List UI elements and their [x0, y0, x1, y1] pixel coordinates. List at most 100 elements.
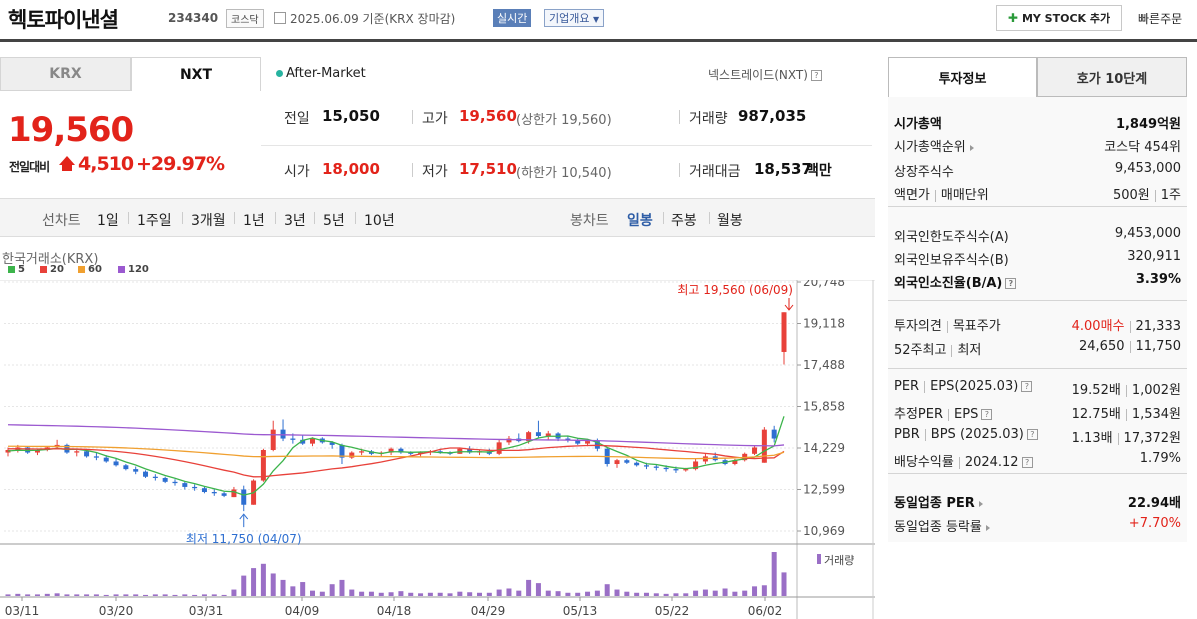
my-stock-add-button[interactable]: ✚ MY STOCK 추가	[996, 5, 1122, 31]
value-text: 9,453,000	[1114, 161, 1181, 176]
volume-bar	[702, 589, 708, 596]
volume-bar	[152, 594, 158, 596]
divider	[1129, 320, 1131, 333]
invest-row-label[interactable]: PER EPS(2025.03)?	[894, 379, 1033, 394]
price-chart[interactable]: 20,748 19,118 17,488 15,858 14,229 12,599 10,9…	[0, 280, 875, 619]
chevron-down-icon: ▼	[592, 15, 600, 24]
value-text: 9,453,000	[1114, 226, 1181, 241]
volume-bar	[516, 590, 522, 596]
chevron-right-icon[interactable]	[969, 144, 974, 151]
realtime-button[interactable]: 실시간	[493, 9, 532, 27]
prev-label: 전일	[284, 111, 310, 127]
help-icon[interactable]: ?	[1021, 381, 1033, 392]
volume-bar	[771, 552, 777, 596]
value-text: 19.52배	[1071, 383, 1121, 398]
candle-body	[643, 465, 649, 467]
x-tick-label: 03/31	[189, 604, 224, 618]
value-text-2: 11,750	[1135, 339, 1182, 354]
amount-label: 거래대금	[689, 164, 741, 180]
label-text: 동일업종 등락률	[894, 520, 982, 535]
divider	[679, 110, 680, 124]
candle-period-0[interactable]: 일봉	[627, 213, 653, 229]
period-4[interactable]: 3년	[284, 213, 306, 229]
label-text: 추정PER	[894, 407, 944, 422]
period-1[interactable]: 1주일	[137, 213, 172, 229]
volume-bar	[270, 573, 276, 596]
period-0[interactable]: 1일	[97, 213, 119, 229]
divider	[924, 428, 926, 441]
quick-order-link[interactable]: 빠른주문	[1138, 12, 1183, 26]
chevron-right-icon[interactable]	[978, 500, 983, 507]
candle-body	[192, 486, 198, 489]
volume-bar	[231, 589, 237, 596]
divider	[1154, 189, 1156, 202]
label-text: 배당수익률	[894, 455, 954, 470]
volume-bar	[378, 592, 384, 596]
period-2[interactable]: 3개월	[191, 213, 226, 229]
candle-body	[614, 460, 620, 465]
volume-bar	[732, 591, 738, 596]
invest-row-label[interactable]: 시가총액순위	[894, 136, 974, 155]
legend-swatch	[8, 265, 15, 273]
label-text: 액면가	[894, 188, 930, 203]
candle-body	[673, 469, 679, 471]
market-badge: 코스닥	[226, 9, 264, 28]
invest-row-label[interactable]: 배당수익률 2024.12?	[894, 451, 1033, 470]
x-tick-label: 03/20	[99, 604, 134, 618]
period-6[interactable]: 10년	[364, 213, 395, 229]
corp-info-dropdown[interactable]: 기업개요 ▼	[544, 9, 605, 27]
y-tick-label: 17,488	[803, 358, 845, 372]
label-text: 52주최고	[894, 343, 947, 358]
x-tick-label: 04/09	[285, 604, 320, 618]
divider	[1125, 384, 1127, 397]
candle-period-1[interactable]: 주봉	[671, 213, 697, 229]
label-text-2: BPS (2025.03)	[930, 427, 1024, 442]
help-icon[interactable]: ?	[981, 409, 993, 420]
invest-row-label[interactable]: 동일업종 PER	[894, 492, 983, 511]
nxt-link[interactable]: 넥스트레이드(NXT)?	[708, 66, 822, 83]
tab-nxt[interactable]: NXT	[131, 57, 261, 91]
candle-body	[241, 489, 247, 505]
candle-body	[398, 448, 404, 453]
invest-row-value: 코스닥 454위	[1104, 136, 1181, 155]
invest-row-label[interactable]: PBR BPS (2025.03)?	[894, 427, 1038, 442]
invest-row-label[interactable]: 추정PER EPS?	[894, 403, 993, 422]
label-text-2: 2024.12	[964, 455, 1019, 470]
volume-bar	[467, 592, 473, 596]
help-icon[interactable]: ?	[1026, 429, 1038, 440]
period-3[interactable]: 1년	[243, 213, 265, 229]
x-tick-label: 05/22	[655, 604, 690, 618]
after-market-dot-icon	[276, 70, 283, 77]
invest-row-value: 3.39%	[1136, 272, 1181, 287]
volume-bar	[506, 588, 512, 596]
header-divider	[0, 39, 1197, 42]
invest-row-label: 투자의견 목표주가	[894, 315, 1001, 334]
volume-bar	[15, 593, 21, 596]
candle-body	[123, 465, 129, 470]
volume-bar	[486, 592, 492, 596]
tab-krx[interactable]: KRX	[0, 57, 131, 91]
stock-name: 헥토파이낸셜	[8, 8, 119, 32]
divider	[1129, 340, 1131, 353]
period-5[interactable]: 5년	[323, 213, 345, 229]
help-icon[interactable]: ?	[1021, 457, 1033, 468]
tab-invest-info[interactable]: 투자정보	[888, 57, 1037, 97]
volume-bar	[211, 594, 217, 596]
help-icon[interactable]: ?	[810, 70, 822, 81]
volume-bar	[339, 579, 345, 596]
high-value: 19,560	[459, 107, 517, 125]
divider	[412, 110, 413, 124]
help-icon[interactable]: ?	[1005, 278, 1017, 289]
volume-bar	[54, 593, 60, 596]
invest-row-label[interactable]: 동일업종 등락률	[894, 516, 990, 535]
volume-bar	[368, 591, 374, 596]
volume-bar	[192, 594, 198, 596]
tab-order-book[interactable]: 호가 10단계	[1037, 57, 1187, 97]
chevron-right-icon[interactable]	[985, 524, 990, 531]
panel-divider	[888, 368, 1187, 369]
volume-bar	[575, 592, 581, 596]
candle-period-2[interactable]: 월봉	[717, 213, 743, 229]
x-tick-label: 06/02	[748, 604, 783, 618]
invest-row-value: 4.00매수 21,333	[1072, 315, 1181, 334]
invest-row-label[interactable]: 외국인소진율(B/A)?	[894, 272, 1017, 291]
